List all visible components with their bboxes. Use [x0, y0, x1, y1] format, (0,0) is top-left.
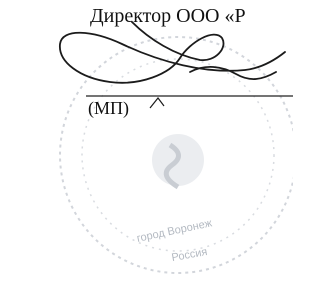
signature — [60, 22, 285, 83]
stamp-country: Россия — [171, 246, 209, 264]
document-fragment: город Воронеж Россия Директор ООО «Р (МП… — [0, 0, 293, 297]
page: город Воронеж Россия Директор ООО «Р (МП… — [0, 0, 293, 297]
stamp-city: город Воронеж — [136, 217, 214, 245]
signature-tick — [150, 98, 164, 108]
seal-mark: (МП) — [88, 98, 129, 119]
signatory-title: Директор ООО «Р — [90, 5, 246, 27]
stamp: город Воронеж Россия — [60, 37, 293, 273]
